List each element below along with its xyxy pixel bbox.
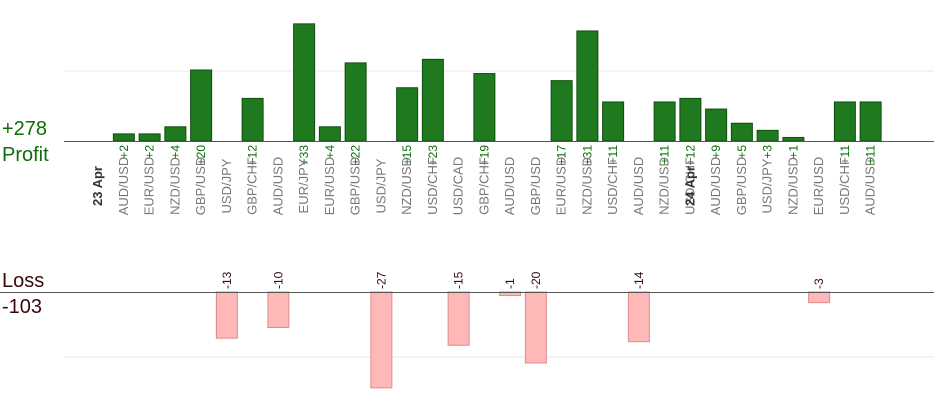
profit-bar [473,73,496,142]
profit-value-label: +17 [555,145,569,166]
profit-bar [679,97,702,142]
category-tick-label: USD/CHF [425,157,440,215]
category-tick-label: USD/JPY [373,158,388,213]
loss-value-label: -27 [374,271,388,289]
profit-bar [241,97,264,142]
profit-total: +278 [2,118,48,140]
profit-bar [138,133,161,142]
category-tick-label: NZD/USD [657,157,672,215]
profit-bar [576,30,599,142]
profit-bar [293,23,316,142]
loss-bar [215,291,238,339]
category-tick-label: NZD/USD [579,157,594,215]
date-label: 23 Apr [90,166,105,206]
profit-bar [859,101,882,142]
category-tick-label: EUR/USD [142,157,157,216]
profit-value-label: +23 [426,145,440,166]
category-tick-label: USD/CHF [837,157,852,215]
profit-value-label: +11 [838,145,852,165]
loss-value-label: -1 [503,278,517,289]
profit-value-label: +22 [349,145,363,166]
profit-bar [833,101,856,142]
category-tick-label: AUD/USD [270,157,285,216]
category-tick-label: EUR/USD [554,157,569,216]
profit-value-label: +15 [400,145,414,166]
profit-bar [112,133,135,142]
loss-value-label: -10 [271,271,285,289]
category-tick-label: AUD/USD [631,157,646,216]
category-tick-label: GBP/USD [528,157,543,216]
labels: +2AUD/USD+2EUR/USD+4NZD/USD+20GBP/USD-13… [90,145,878,289]
profit-bar [164,126,187,142]
category-tick-label: USD/JPY [219,158,234,213]
loss-bar [370,291,393,389]
profit-value-label: +2 [117,145,131,159]
profit-bar [602,101,625,142]
category-tick-label: GBP/CHF [476,157,491,215]
category-tick-label: GBP/USD [734,157,749,216]
profit-bar [705,108,728,142]
profit-bar [756,129,779,142]
category-tick-label: USD/CHF [605,157,620,215]
loss-value-label: -3 [812,278,826,289]
profit-value-label: +11 [864,145,878,165]
category-tick-label: AUD/USD [502,157,517,216]
axes [0,141,934,293]
category-tick-label: GBP/CHF [245,157,260,215]
loss-bar [524,291,547,364]
profit-bar [318,126,341,142]
loss-bar [447,291,470,346]
profit-bar [421,58,444,142]
category-tick-label: USD/CHF [682,157,697,215]
profit-value-label: +11 [658,145,672,165]
profit-value-label: +5 [735,145,749,159]
profit-bar [344,62,367,142]
category-tick-label: NZD/USD [399,157,414,215]
profit-value-label: +12 [683,145,697,166]
profit-value-label: +31 [580,145,594,166]
profit-value-label: +20 [194,145,208,166]
profit-bar [730,122,753,142]
profit-value-label: +4 [323,145,337,159]
category-tick-label: EUR/USD [811,157,826,216]
profit-value-label: +2 [143,145,157,159]
category-tick-label: GBP/USD [348,157,363,216]
profit-bar [396,87,419,142]
loss-total: -103 [2,296,43,318]
profit-value-label: +12 [246,145,260,166]
category-tick-label: AUD/USD [863,157,878,216]
date-label: 24 Apr [682,166,697,206]
category-tick-label: USD/JPY [760,158,775,213]
loss-value-label: -20 [529,271,543,289]
loss-value-label: -13 [220,271,234,289]
profit-value-label: +19 [477,145,491,166]
profit-bar [653,101,676,142]
loss-bar [808,291,831,304]
profit-value-label: +33 [297,145,311,166]
category-tick-label: AUD/USD [116,157,131,216]
profit-label: Profit [2,144,49,166]
category-tick-label: NZD/USD [167,157,182,215]
profit-value-label: +3 [761,145,775,159]
category-tick-label: GBP/USD [193,157,208,216]
loss-bar [267,291,290,328]
category-tick-label: EUR/USD [322,157,337,216]
profit-value-label: +1 [786,145,800,159]
loss-value-label: -14 [632,271,646,289]
category-tick-label: EUR/JPY [296,158,311,213]
profit-value-label: +11 [606,145,620,165]
profit-bar [190,69,213,142]
category-tick-label: NZD/USD [785,157,800,215]
profit-bar [550,80,573,142]
profit-value-label: +9 [709,145,723,159]
profit-bar [782,136,805,142]
category-tick-label: USD/CAD [451,157,466,216]
loss-value-label: -15 [452,271,466,289]
category-tick-label: AUD/USD [708,157,723,216]
loss-bar [627,291,650,343]
profit-value-label: +4 [168,145,182,159]
loss-label: Loss [2,270,45,292]
bars [112,23,882,389]
